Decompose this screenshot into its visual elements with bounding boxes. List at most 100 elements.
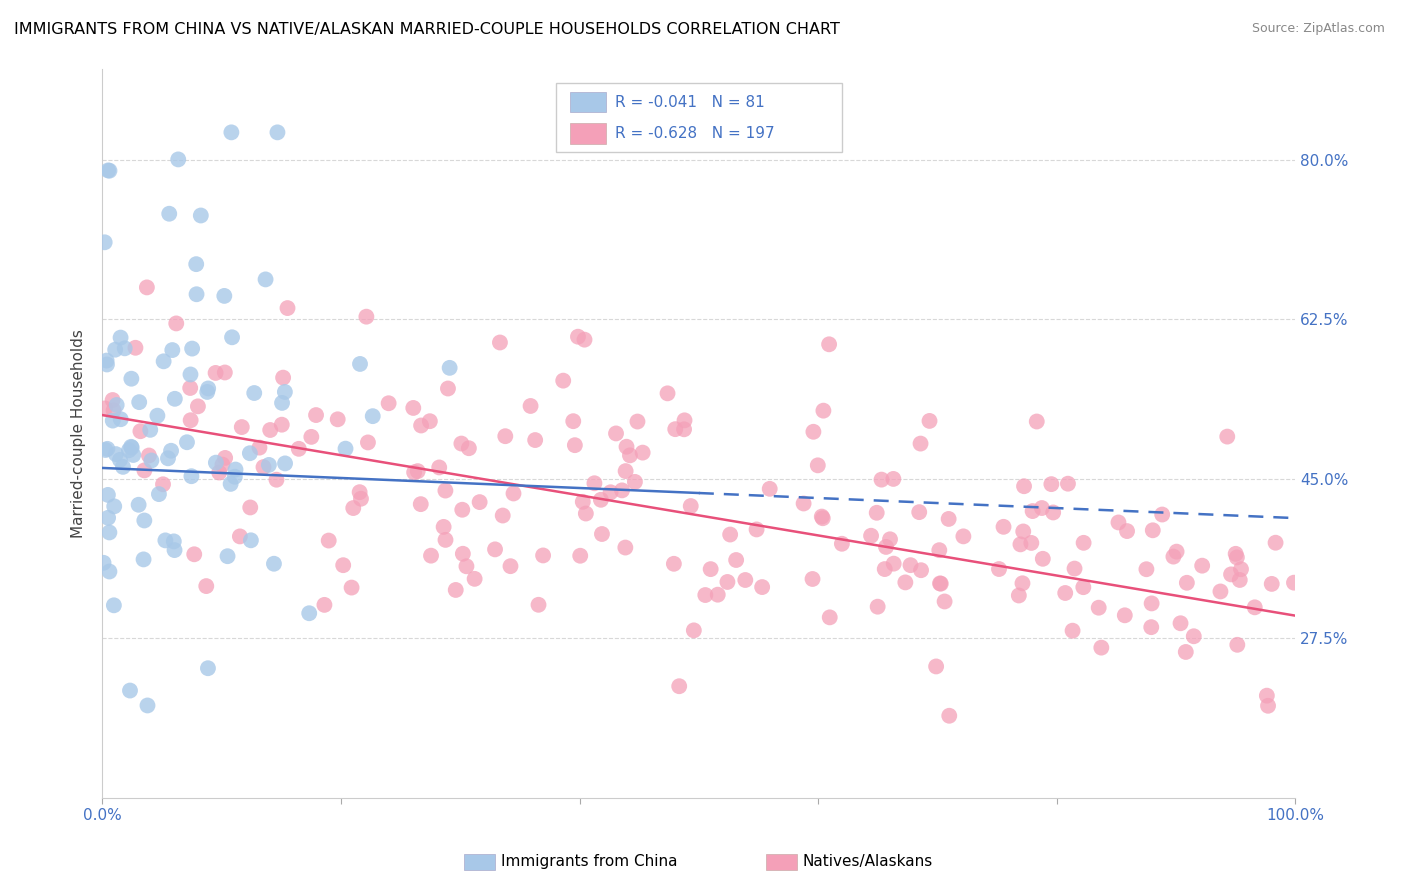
Point bbox=[813, 403, 835, 417]
Point bbox=[404, 466, 426, 480]
Point bbox=[1174, 645, 1197, 659]
Point bbox=[411, 418, 433, 433]
Point bbox=[180, 413, 202, 427]
Point bbox=[1062, 624, 1084, 638]
Point bbox=[1011, 576, 1033, 591]
Point bbox=[1054, 586, 1077, 600]
Bar bbox=[569, 123, 606, 144]
Point bbox=[1135, 562, 1157, 576]
Point bbox=[270, 417, 292, 432]
Point bbox=[136, 698, 159, 713]
Point bbox=[229, 529, 252, 543]
Point bbox=[1257, 698, 1279, 713]
Point bbox=[1230, 562, 1253, 576]
Point bbox=[134, 463, 156, 477]
Point bbox=[110, 412, 132, 426]
Point bbox=[314, 598, 336, 612]
Point bbox=[165, 317, 187, 331]
Point bbox=[252, 460, 274, 475]
Point bbox=[243, 386, 266, 401]
Point bbox=[883, 557, 905, 571]
Point bbox=[900, 558, 922, 573]
Point bbox=[274, 384, 297, 399]
Point bbox=[492, 508, 515, 523]
Point bbox=[1175, 575, 1198, 590]
Point bbox=[1073, 580, 1095, 594]
Point bbox=[751, 580, 773, 594]
Point bbox=[831, 537, 853, 551]
Point bbox=[157, 207, 180, 221]
Point bbox=[239, 500, 262, 515]
Point bbox=[108, 453, 131, 467]
Point bbox=[624, 475, 647, 489]
Point bbox=[197, 381, 219, 395]
Point bbox=[1166, 544, 1188, 558]
Point bbox=[138, 449, 160, 463]
Point bbox=[231, 420, 253, 434]
Point bbox=[1063, 561, 1085, 575]
Point bbox=[357, 435, 380, 450]
Point bbox=[141, 453, 163, 467]
Point bbox=[1114, 608, 1136, 623]
Point bbox=[111, 459, 134, 474]
Point bbox=[225, 462, 247, 476]
Point bbox=[103, 403, 125, 417]
Point bbox=[679, 499, 702, 513]
Point bbox=[718, 527, 741, 541]
Point bbox=[803, 425, 825, 439]
Point bbox=[96, 353, 118, 368]
Point bbox=[97, 510, 120, 524]
Point bbox=[105, 398, 128, 412]
Text: IMMIGRANTS FROM CHINA VS NATIVE/ALASKAN MARRIED-COUPLE HOUSEHOLDS CORRELATION CH: IMMIGRANTS FROM CHINA VS NATIVE/ALASKAN … bbox=[14, 22, 839, 37]
Point bbox=[120, 372, 142, 386]
Point bbox=[124, 341, 146, 355]
Point bbox=[706, 588, 728, 602]
Point bbox=[468, 495, 491, 509]
Point bbox=[335, 442, 357, 456]
Point bbox=[148, 487, 170, 501]
Point bbox=[1229, 573, 1251, 587]
Point bbox=[299, 430, 322, 444]
Point bbox=[879, 533, 901, 547]
Point bbox=[1021, 504, 1043, 518]
Point bbox=[195, 579, 218, 593]
Point bbox=[259, 423, 281, 437]
Point bbox=[1057, 476, 1080, 491]
Point bbox=[938, 708, 960, 723]
Point bbox=[1116, 524, 1139, 538]
Point bbox=[457, 441, 479, 455]
Point bbox=[160, 443, 183, 458]
Point bbox=[110, 330, 132, 344]
Point bbox=[553, 374, 575, 388]
Point bbox=[1140, 596, 1163, 610]
Point bbox=[271, 396, 294, 410]
Point bbox=[214, 450, 236, 465]
Point bbox=[1216, 429, 1239, 443]
Point bbox=[266, 473, 288, 487]
Point bbox=[758, 482, 780, 496]
Point bbox=[1031, 501, 1053, 516]
Point bbox=[101, 392, 124, 407]
Point bbox=[1225, 547, 1247, 561]
Text: Immigrants from China: Immigrants from China bbox=[501, 855, 678, 869]
Point bbox=[128, 395, 150, 409]
Point bbox=[104, 343, 127, 357]
Point bbox=[929, 576, 952, 591]
Point bbox=[350, 491, 373, 506]
Point bbox=[870, 473, 893, 487]
Point bbox=[94, 401, 117, 416]
Point bbox=[1261, 577, 1284, 591]
Point bbox=[98, 525, 121, 540]
Point bbox=[567, 329, 589, 343]
Point bbox=[96, 358, 118, 372]
Point bbox=[118, 683, 141, 698]
Point bbox=[873, 562, 896, 576]
Point bbox=[574, 333, 596, 347]
Point bbox=[484, 542, 506, 557]
Point bbox=[619, 448, 641, 462]
Point bbox=[276, 301, 298, 315]
Point bbox=[224, 469, 246, 483]
Point bbox=[263, 557, 285, 571]
Point bbox=[451, 547, 474, 561]
Point bbox=[1226, 550, 1249, 565]
